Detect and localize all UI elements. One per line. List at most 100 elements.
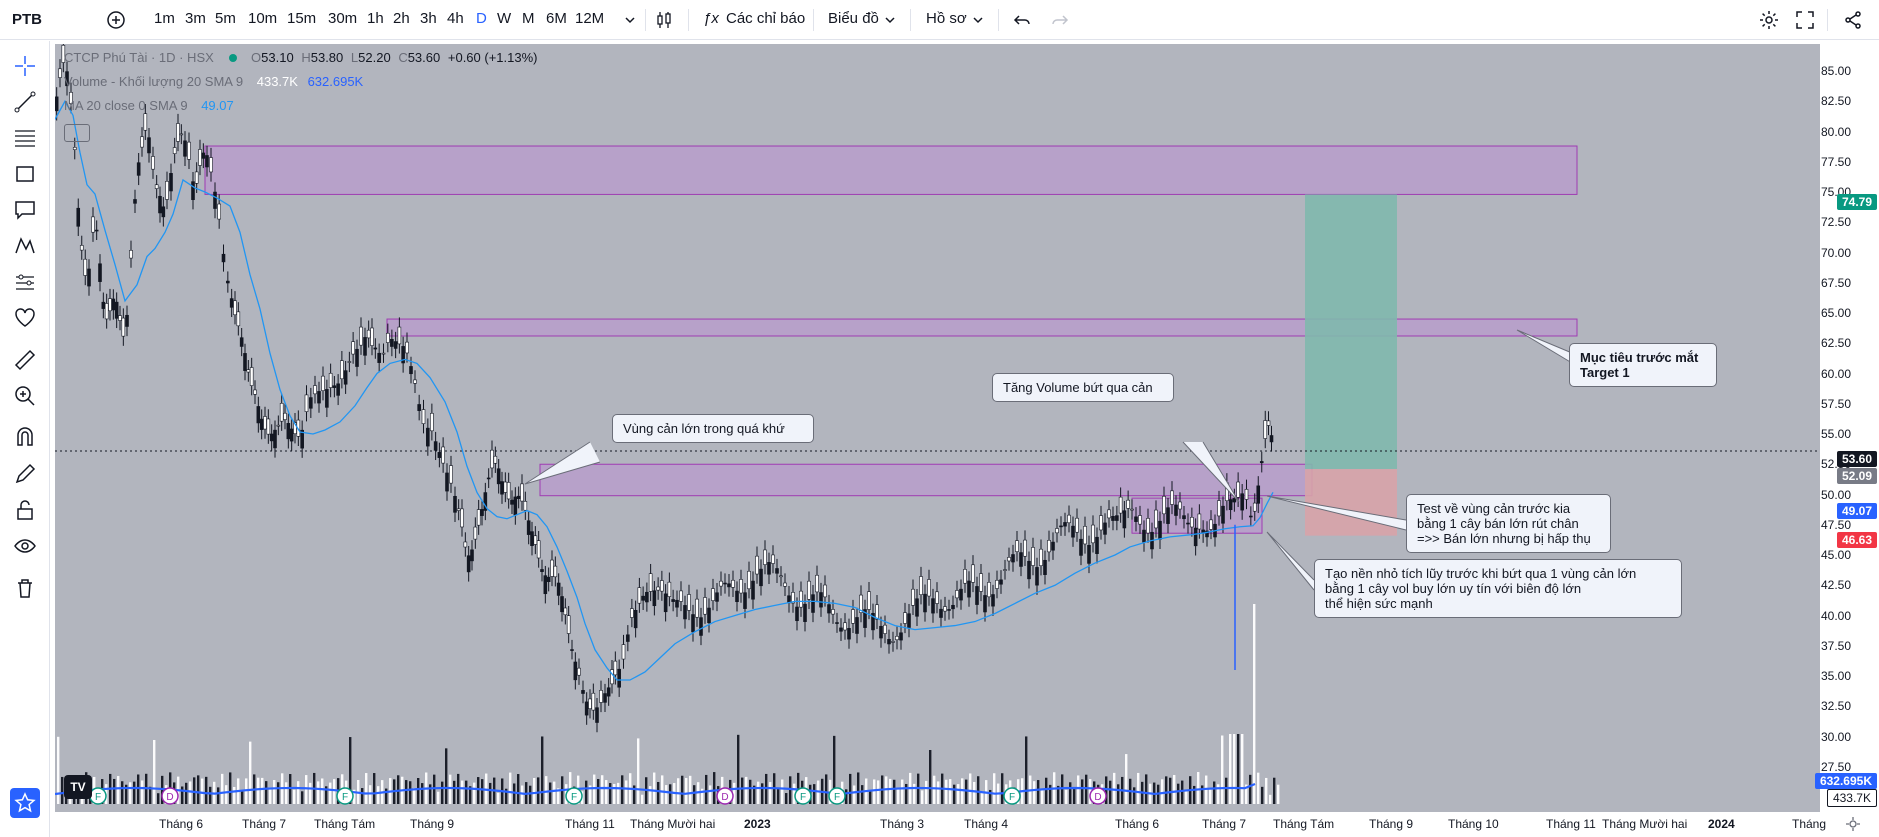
time-tick: Tháng 9 bbox=[1369, 817, 1414, 831]
candle-body bbox=[194, 171, 199, 184]
volume-bar bbox=[889, 778, 892, 804]
callout-test-line3: =>> Bán lớn nhưng bị hấp thụ bbox=[1417, 531, 1591, 546]
interval-12m[interactable]: 12M bbox=[575, 10, 605, 27]
candle-body bbox=[165, 181, 169, 200]
candle-body bbox=[779, 575, 783, 578]
chart-type-chevron-down-icon[interactable] bbox=[878, 8, 902, 32]
volume-bar bbox=[833, 735, 836, 804]
settings-gear-icon[interactable] bbox=[1757, 8, 1781, 32]
price-tick: 35.00 bbox=[1820, 669, 1851, 683]
volume-bar bbox=[153, 739, 156, 804]
text-note-icon[interactable] bbox=[12, 197, 38, 223]
candle-body bbox=[309, 397, 313, 409]
callout-base[interactable]: Tạo nền nhỏ tích lũy trước khi bứt qua 1… bbox=[1314, 559, 1682, 618]
candle-body bbox=[533, 535, 538, 545]
legend-collapse-button[interactable] bbox=[64, 124, 90, 142]
prediction-icon[interactable] bbox=[12, 269, 38, 295]
candle-body bbox=[1154, 509, 1158, 529]
undo-icon[interactable] bbox=[1010, 8, 1034, 32]
callout-resistance-past[interactable]: Vùng cản lớn trong quá khứ bbox=[612, 414, 814, 443]
fx-icon[interactable]: ƒx bbox=[703, 10, 719, 27]
volume-bar bbox=[469, 786, 472, 804]
interval-m[interactable]: M bbox=[522, 10, 535, 27]
callout-test[interactable]: Test về vùng cản trước kia bằng 1 cây bá… bbox=[1406, 494, 1611, 553]
symbol-label[interactable]: PTB bbox=[12, 11, 42, 28]
time-tick: 2023 bbox=[744, 817, 771, 831]
callout-connector bbox=[1182, 441, 1240, 503]
interval-1m[interactable]: 1m bbox=[154, 10, 175, 27]
price-tick: 62.50 bbox=[1820, 336, 1851, 351]
volume-bar bbox=[1073, 787, 1076, 804]
profile-chevron-down-icon[interactable] bbox=[966, 8, 990, 32]
candle-body bbox=[1055, 528, 1059, 534]
interval-1h[interactable]: 1h bbox=[367, 10, 384, 27]
add-symbol-icon[interactable] bbox=[104, 8, 128, 32]
candle-body bbox=[445, 472, 449, 492]
volume-bar bbox=[1089, 779, 1092, 804]
callout-volume-break[interactable]: Tăng Volume bứt qua cản bbox=[992, 373, 1174, 402]
zoom-in-icon[interactable] bbox=[12, 383, 38, 409]
indicators-button[interactable]: Các chỉ báo bbox=[726, 10, 806, 27]
legend-volume-name[interactable]: Volume - Khối lượng 20 SMA 9 bbox=[64, 74, 244, 89]
redo-icon[interactable] bbox=[1048, 8, 1072, 32]
candle-body bbox=[506, 482, 511, 500]
candle-body bbox=[1118, 496, 1123, 514]
watchlist-star-button[interactable] bbox=[10, 788, 40, 818]
legend-ma-name[interactable]: MA 20 close 0 SMA 9 bbox=[64, 98, 188, 113]
pencil-lock-icon[interactable] bbox=[12, 461, 38, 487]
heart-favorites-icon[interactable] bbox=[12, 305, 38, 331]
profile-button[interactable]: Hồ sơ bbox=[926, 10, 967, 27]
interval-2h[interactable]: 2h bbox=[393, 10, 410, 27]
volume-bar bbox=[957, 784, 960, 804]
magnet-icon[interactable] bbox=[12, 425, 38, 451]
callout-target[interactable]: Mục tiêu trước mắt Target 1 bbox=[1569, 343, 1717, 387]
volume-bar bbox=[1109, 780, 1112, 804]
interval-3h[interactable]: 3h bbox=[420, 10, 437, 27]
share-icon[interactable] bbox=[1841, 8, 1865, 32]
rectangle-shape-icon[interactable] bbox=[12, 161, 38, 187]
axis-settings-gear-icon[interactable] bbox=[1841, 812, 1865, 836]
legend-title[interactable]: CTCP Phú Tài · 1D · HSX bbox=[64, 50, 214, 65]
volume-bar bbox=[497, 792, 500, 804]
candle-body bbox=[1007, 557, 1011, 562]
interval-10m[interactable]: 10m bbox=[248, 10, 278, 27]
candle-body bbox=[386, 332, 390, 343]
interval-3m[interactable]: 3m bbox=[185, 10, 206, 27]
time-axis[interactable]: Tháng 6 Tháng 7 Tháng Tám Tháng 9 Tháng 11 Th… bbox=[55, 812, 1826, 837]
interval-w[interactable]: W bbox=[497, 10, 512, 27]
interval-4h[interactable]: 4h bbox=[447, 10, 464, 27]
candle-body bbox=[637, 587, 642, 604]
crosshair-icon[interactable] bbox=[12, 53, 38, 79]
volume-bar bbox=[285, 782, 288, 804]
volume-bar bbox=[249, 741, 252, 804]
interval-5m[interactable]: 5m bbox=[215, 10, 236, 27]
interval-d[interactable]: D bbox=[476, 10, 487, 27]
callout-test-line1: Test về vùng cản trước kia bbox=[1417, 501, 1571, 516]
candle-body bbox=[433, 441, 438, 451]
candle-body bbox=[1031, 547, 1035, 566]
callout-connector bbox=[1266, 495, 1407, 531]
fib-retracement-icon[interactable] bbox=[12, 125, 38, 151]
interval-chevron-down-icon[interactable] bbox=[618, 8, 642, 32]
interval-30m[interactable]: 30m bbox=[328, 10, 358, 27]
trend-line-icon[interactable] bbox=[12, 89, 38, 115]
interval-6m[interactable]: 6M bbox=[546, 10, 567, 27]
chart-type-button[interactable]: Biểu đồ bbox=[828, 10, 879, 27]
volume-bar bbox=[257, 777, 260, 804]
fullscreen-icon[interactable] bbox=[1793, 8, 1817, 32]
candles-icon[interactable] bbox=[652, 8, 676, 32]
legend-close: 53.60 bbox=[407, 50, 441, 65]
lock-icon[interactable] bbox=[12, 497, 38, 523]
pattern-icon[interactable] bbox=[12, 233, 38, 259]
trash-icon[interactable] bbox=[12, 575, 38, 601]
price-label: 632.695K bbox=[1814, 773, 1877, 789]
price-axis[interactable]: 85.00 82.50 80.00 77.50 75.00 72.50 70.00 67.50… bbox=[1814, 44, 1879, 812]
candle-body bbox=[919, 576, 923, 595]
ruler-icon[interactable] bbox=[12, 347, 38, 373]
interval-15m[interactable]: 15m bbox=[287, 10, 317, 27]
volume-bar bbox=[413, 788, 416, 804]
eye-icon[interactable] bbox=[12, 533, 38, 559]
candle-body bbox=[731, 579, 735, 588]
